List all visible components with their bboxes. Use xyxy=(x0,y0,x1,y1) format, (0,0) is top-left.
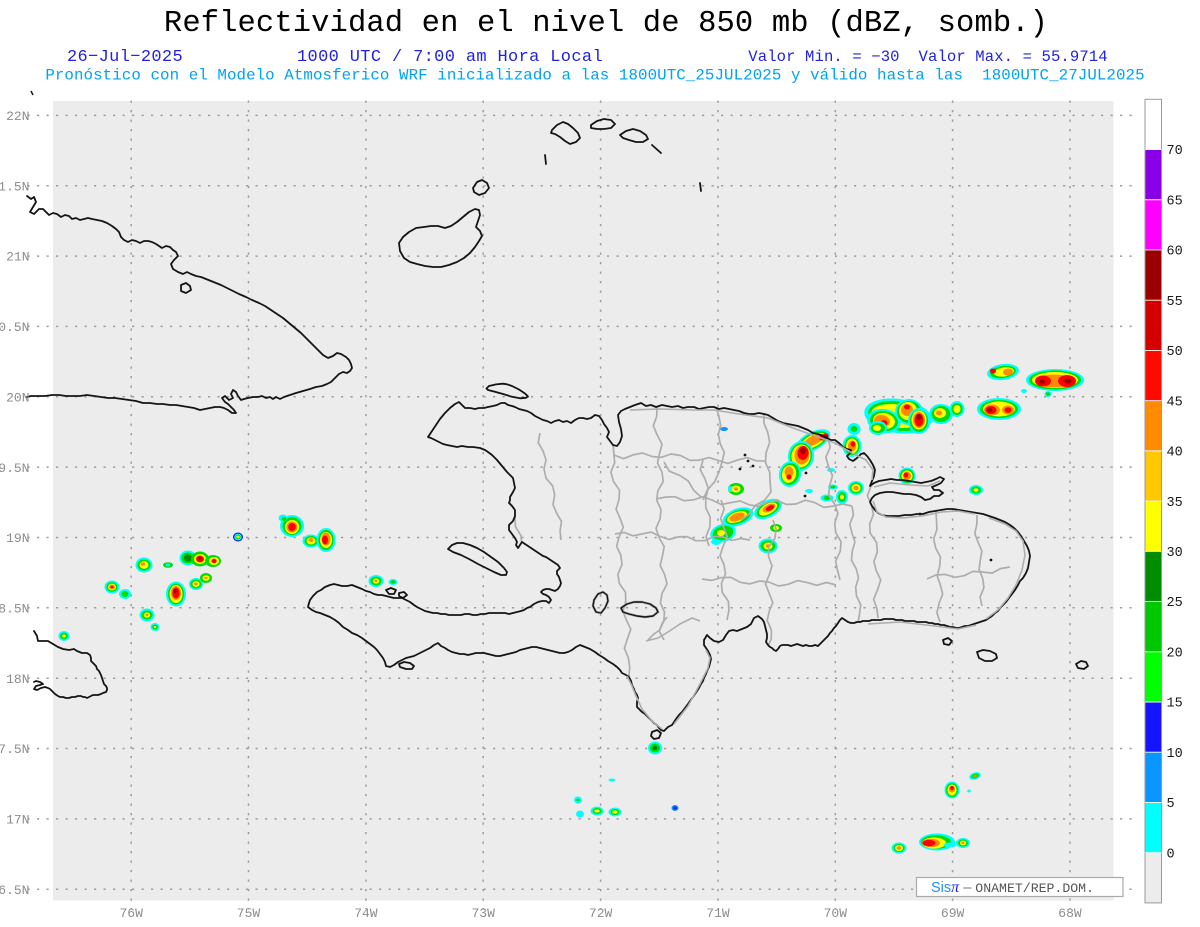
svg-text:70W: 70W xyxy=(824,906,848,921)
svg-text:30: 30 xyxy=(1167,546,1183,561)
svg-text:Pronóstico con el Modelo Atmos: Pronóstico con el Modelo Atmosferico WRF… xyxy=(45,67,1144,85)
svg-text:18N: 18N xyxy=(6,672,29,687)
svg-text:6.5N: 6.5N xyxy=(0,883,30,898)
svg-text:7.5N: 7.5N xyxy=(0,742,30,757)
svg-text:1000 UTC / 7:00 am Hora Local: 1000 UTC / 7:00 am Hora Local xyxy=(297,48,603,67)
svg-text:1.5N: 1.5N xyxy=(0,179,30,194)
svg-text:55: 55 xyxy=(1167,295,1183,310)
svg-text:25: 25 xyxy=(1167,596,1183,611)
svg-text:20: 20 xyxy=(1167,647,1183,662)
svg-text:15: 15 xyxy=(1167,697,1183,712)
svg-text:21N: 21N xyxy=(6,250,29,265)
svg-text:9.5N: 9.5N xyxy=(0,461,30,476)
svg-text:74W: 74W xyxy=(354,906,378,921)
svg-text:65: 65 xyxy=(1167,194,1183,209)
svg-text:71W: 71W xyxy=(706,906,730,921)
svg-text:69W: 69W xyxy=(941,906,965,921)
svg-text:45: 45 xyxy=(1167,395,1183,410)
svg-text:Sisπ – ONAMET/REP.DOM.: Sisπ – ONAMET/REP.DOM. xyxy=(931,879,1094,896)
svg-text:73W: 73W xyxy=(471,906,495,921)
svg-text:40: 40 xyxy=(1167,446,1183,461)
svg-text:Valor Min. = −30 Valor Max. =: Valor Min. = −30 Valor Max. = 55.9714 xyxy=(748,48,1107,66)
svg-text:10: 10 xyxy=(1167,747,1183,762)
svg-text:50: 50 xyxy=(1167,345,1183,360)
svg-text:70: 70 xyxy=(1167,144,1183,159)
svg-text:76W: 76W xyxy=(119,906,143,921)
svg-text:8.5N: 8.5N xyxy=(0,601,30,616)
svg-text:0.5N: 0.5N xyxy=(0,320,30,335)
svg-text:26−Jul−2025: 26−Jul−2025 xyxy=(67,48,183,67)
svg-text:22N: 22N xyxy=(6,109,29,124)
svg-text:35: 35 xyxy=(1167,496,1183,511)
svg-text:Reflectividad en el nivel de 8: Reflectividad en el nivel de 850 mb (dBZ… xyxy=(164,7,1048,41)
svg-text:0: 0 xyxy=(1167,847,1175,862)
svg-text:17N: 17N xyxy=(6,813,29,828)
svg-text:5: 5 xyxy=(1167,797,1175,812)
svg-text:72W: 72W xyxy=(589,906,613,921)
svg-text:75W: 75W xyxy=(237,906,261,921)
svg-text:19N: 19N xyxy=(6,531,29,546)
svg-text:60: 60 xyxy=(1167,245,1183,260)
svg-text:68W: 68W xyxy=(1058,906,1082,921)
svg-text:20N: 20N xyxy=(6,390,29,405)
